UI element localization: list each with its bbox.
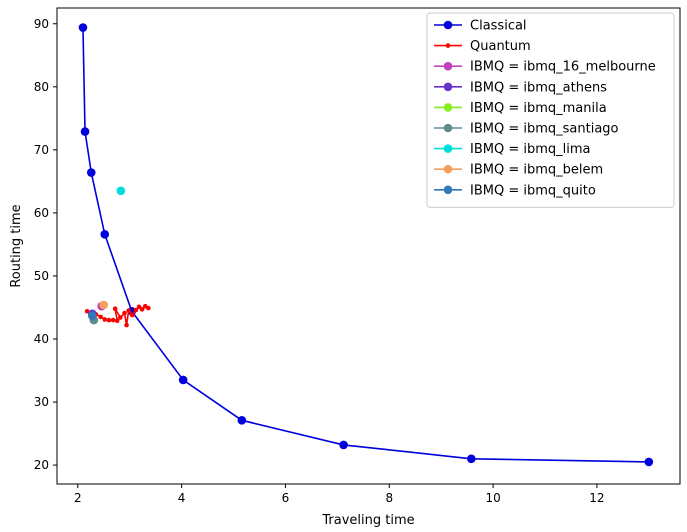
y-tick-label: 50 (34, 269, 49, 283)
data-point (88, 311, 97, 320)
x-tick-label: 4 (178, 491, 186, 505)
legend-item: IBMQ = ibmq_lima (434, 142, 591, 157)
data-point (116, 186, 126, 196)
series-6 (116, 186, 126, 196)
series-line (82, 27, 649, 463)
legend-label: Classical (470, 19, 527, 34)
plot-area (56, 7, 681, 485)
data-point (99, 300, 109, 310)
legend-marker (443, 185, 453, 195)
legend-item: IBMQ = ibmq_athens (434, 80, 607, 95)
y-tick-label: 30 (34, 395, 49, 409)
data-point (237, 416, 247, 425)
legend-label: IBMQ = ibmq_quito (470, 183, 596, 198)
legend-marker (443, 123, 453, 133)
legend-label: IBMQ = ibmq_16_melbourne (470, 60, 656, 75)
data-point (78, 23, 88, 32)
data-point (129, 312, 135, 318)
legend-label: IBMQ = ibmq_manila (470, 101, 607, 116)
y-tick-label: 90 (34, 17, 49, 31)
legend-item: IBMQ = ibmq_belem (434, 163, 603, 178)
legend-marker (445, 43, 451, 48)
series-layer (78, 23, 654, 467)
data-point (118, 315, 123, 320)
legend-item: Quantum (434, 39, 531, 54)
data-point (126, 308, 131, 313)
legend-marker (443, 82, 453, 92)
axes: 2 4 6 8 10 12 20 30 40 50 60 70 80 90 (34, 17, 605, 505)
data-point (114, 318, 120, 324)
y-tick-label: 60 (34, 206, 49, 220)
data-point (133, 307, 139, 313)
data-point (98, 314, 103, 320)
y-axis-label: Routing time (9, 204, 24, 287)
x-tick-label: 10 (485, 491, 500, 505)
data-point (178, 375, 188, 385)
legend-marker (443, 164, 453, 174)
x-tick-label: 12 (589, 491, 604, 505)
series-8 (88, 311, 97, 320)
legend-label: Quantum (470, 39, 531, 54)
legend-label: IBMQ = ibmq_belem (470, 163, 603, 178)
data-point (102, 317, 108, 322)
data-point (339, 440, 348, 450)
legend-marker (443, 103, 453, 112)
legend-label: IBMQ = ibmq_lima (470, 142, 591, 157)
legend-frame (426, 12, 675, 208)
legend-item: IBMQ = ibmq_16_melbourne (434, 60, 656, 75)
data-point (106, 317, 112, 323)
data-point (86, 168, 96, 177)
data-point (124, 322, 129, 328)
data-point (644, 457, 654, 467)
legend-label: IBMQ = ibmq_athens (470, 80, 607, 95)
y-tick-label: 70 (34, 143, 49, 157)
legend-marker (443, 61, 453, 71)
plot-frame (56, 7, 681, 485)
series-7 (99, 300, 109, 310)
data-point (122, 310, 127, 316)
data-point (112, 306, 118, 312)
data-point (467, 454, 476, 464)
legend-item: IBMQ = ibmq_manila (434, 101, 607, 116)
data-point (100, 230, 110, 239)
x-tick-label: 2 (74, 491, 82, 505)
legend-marker (443, 144, 453, 153)
legend-marker (443, 20, 453, 30)
legend-item: IBMQ = ibmq_santiago (434, 122, 619, 137)
data-point (136, 304, 142, 310)
y-tick-label: 80 (34, 80, 49, 94)
legend-label: IBMQ = ibmq_santiago (470, 122, 619, 137)
y-tick-label: 20 (34, 458, 49, 472)
x-axis-label: Traveling time (321, 513, 414, 528)
x-tick-label: 8 (385, 491, 393, 505)
legend-item: Classical (434, 19, 527, 34)
legend-item: IBMQ = ibmq_quito (434, 183, 596, 198)
data-point (139, 307, 145, 312)
data-point (80, 127, 90, 136)
data-point (110, 317, 116, 323)
x-tick-label: 6 (282, 491, 290, 505)
data-point (146, 305, 151, 311)
y-tick-label: 40 (34, 332, 49, 346)
legend: Classical Quantum IBMQ = ibmq_16_melbourne… (426, 12, 675, 208)
series-1 (84, 303, 151, 328)
